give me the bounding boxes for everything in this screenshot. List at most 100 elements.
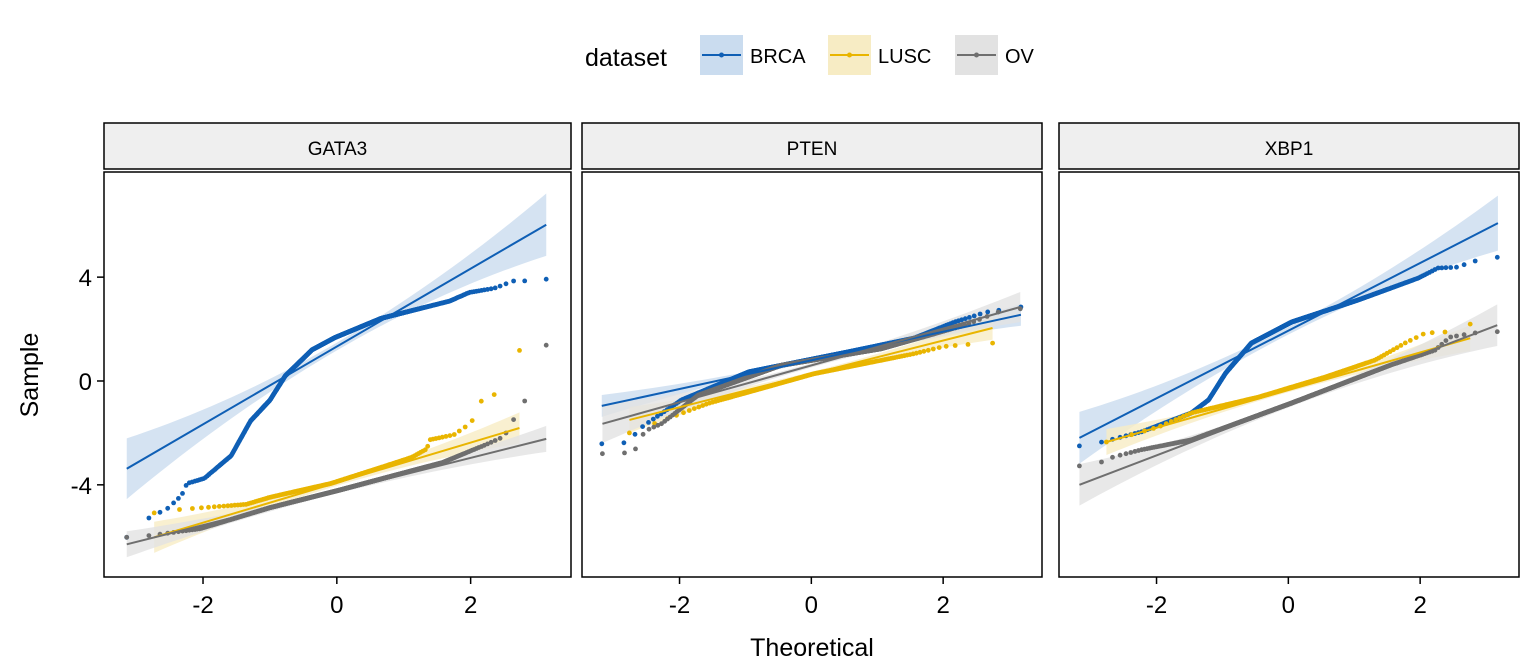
data-point bbox=[176, 496, 181, 501]
data-point bbox=[422, 447, 428, 453]
data-point bbox=[146, 515, 152, 521]
data-point bbox=[497, 283, 503, 289]
data-point bbox=[646, 420, 651, 425]
data-point bbox=[1494, 329, 1500, 335]
data-point bbox=[1443, 265, 1449, 271]
data-point bbox=[1439, 265, 1445, 271]
data-point bbox=[1402, 340, 1408, 346]
data-point bbox=[221, 503, 227, 509]
data-point bbox=[1077, 463, 1082, 469]
data-point bbox=[1420, 331, 1426, 337]
data-point bbox=[1077, 443, 1082, 449]
data-point bbox=[180, 491, 185, 496]
data-point bbox=[971, 313, 977, 319]
data-point bbox=[655, 422, 661, 428]
x-tick-label: -2 bbox=[669, 592, 690, 619]
facet-label: PTEN bbox=[787, 139, 838, 160]
data-point bbox=[1454, 264, 1459, 270]
data-point bbox=[488, 439, 494, 445]
fit-line-lusc bbox=[629, 327, 993, 421]
data-point bbox=[1448, 265, 1454, 270]
legend-key-point bbox=[719, 52, 724, 58]
data-point bbox=[124, 534, 130, 540]
data-point bbox=[640, 424, 645, 429]
facet-strip bbox=[103, 122, 572, 170]
data-point bbox=[492, 438, 498, 443]
data-point bbox=[967, 315, 972, 320]
data-point bbox=[914, 350, 919, 356]
data-point bbox=[952, 343, 958, 348]
data-point bbox=[921, 348, 927, 354]
data-point bbox=[1472, 258, 1478, 264]
legend-item-lusc: LUSC bbox=[828, 35, 931, 75]
y-tick-label: 0 bbox=[79, 369, 92, 396]
data-point bbox=[622, 450, 627, 456]
data-point bbox=[965, 342, 971, 347]
facet-label: XBP1 bbox=[1265, 139, 1314, 160]
data-point bbox=[977, 311, 983, 317]
data-point bbox=[1494, 254, 1500, 260]
data-point bbox=[451, 432, 457, 437]
data-point bbox=[1407, 338, 1413, 343]
legend-label: OV bbox=[1005, 46, 1035, 68]
data-point bbox=[1448, 334, 1454, 340]
data-point bbox=[462, 424, 468, 430]
data-point bbox=[151, 510, 157, 516]
legend-item-brca: BRCA bbox=[700, 35, 806, 75]
legend-label: BRCA bbox=[750, 46, 806, 68]
fit-line-ov bbox=[1079, 324, 1498, 486]
y-axis-label: Sample bbox=[16, 333, 44, 418]
data-point bbox=[216, 504, 222, 509]
facet-strip bbox=[581, 122, 1043, 170]
x-tick-label: 0 bbox=[1282, 592, 1295, 619]
data-point bbox=[503, 281, 509, 287]
plot-area bbox=[599, 291, 1024, 457]
facet-strip bbox=[1058, 122, 1520, 170]
data-point bbox=[543, 276, 549, 282]
legend-key-point bbox=[847, 52, 852, 58]
data-point bbox=[1391, 347, 1396, 353]
data-point bbox=[485, 287, 490, 292]
data-point bbox=[1454, 333, 1459, 339]
data-point bbox=[157, 509, 163, 515]
data-point bbox=[700, 403, 706, 408]
data-point bbox=[1177, 415, 1183, 421]
data-point bbox=[146, 533, 152, 538]
plot-area bbox=[124, 193, 549, 558]
fit-line-ov bbox=[126, 437, 547, 546]
x-tick-label: 2 bbox=[936, 592, 949, 619]
data-point bbox=[456, 428, 462, 434]
data-point bbox=[206, 504, 211, 510]
data-point bbox=[522, 278, 528, 284]
data-point bbox=[492, 285, 498, 291]
data-point bbox=[1117, 452, 1123, 458]
data-point bbox=[1429, 330, 1435, 336]
data-point bbox=[650, 416, 656, 422]
data-point bbox=[696, 404, 702, 410]
data-point bbox=[962, 316, 968, 322]
data-point bbox=[681, 410, 686, 416]
data-point bbox=[640, 431, 646, 437]
data-point bbox=[936, 345, 942, 350]
data-point bbox=[655, 413, 660, 419]
ci-band-ov bbox=[602, 291, 1021, 444]
data-point bbox=[1413, 335, 1419, 340]
fit-line-lusc bbox=[1106, 337, 1471, 443]
data-point bbox=[1398, 343, 1404, 348]
facet-label: GATA3 bbox=[308, 139, 367, 160]
data-point bbox=[1442, 329, 1448, 335]
legend: dataset BRCA LUSC OV bbox=[585, 35, 1035, 75]
data-point bbox=[165, 505, 171, 511]
data-point bbox=[686, 408, 692, 413]
data-point bbox=[930, 346, 936, 352]
x-tick-label: 0 bbox=[805, 592, 818, 619]
data-point bbox=[1128, 450, 1134, 455]
data-point bbox=[488, 286, 494, 292]
data-point bbox=[632, 431, 638, 437]
data-point bbox=[621, 440, 627, 446]
data-point bbox=[985, 309, 991, 315]
data-point bbox=[959, 317, 965, 323]
data-point bbox=[1132, 449, 1138, 454]
data-point bbox=[646, 426, 652, 432]
